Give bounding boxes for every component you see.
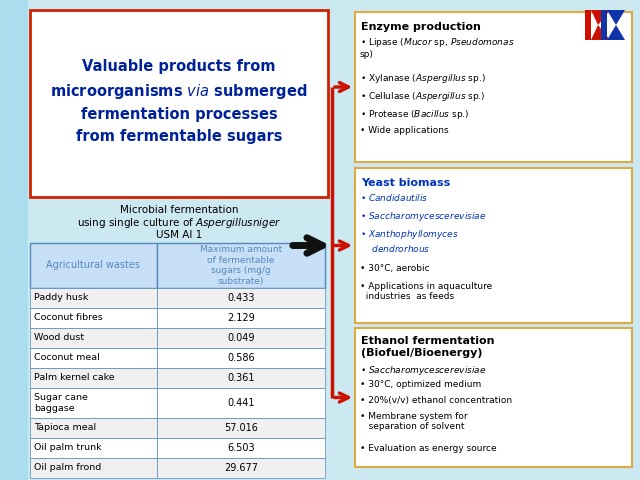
Text: • 30°C, optimized medium: • 30°C, optimized medium (360, 380, 481, 389)
Text: Tapioca meal: Tapioca meal (34, 423, 96, 432)
Text: Microbial fermentation: Microbial fermentation (120, 205, 238, 215)
Text: 6.503: 6.503 (227, 443, 255, 453)
Text: Agricultural wastes: Agricultural wastes (47, 261, 140, 271)
Bar (30, 458, 157, 478)
Bar (0, 0, 28, 480)
Text: • Xylanase ($\it{Aspergillus}$ sp.): • Xylanase ($\it{Aspergillus}$ sp.) (360, 72, 486, 85)
Polygon shape (591, 10, 610, 25)
Bar (355, 168, 632, 323)
Text: 0.441: 0.441 (227, 398, 255, 408)
Bar (157, 458, 325, 478)
Text: 0.361: 0.361 (227, 373, 255, 383)
Bar (30, 368, 157, 388)
Bar (157, 348, 325, 368)
Text: Ethanol fermentation
(Biofuel/Bioenergy): Ethanol fermentation (Biofuel/Bioenergy) (361, 336, 495, 359)
Polygon shape (607, 25, 625, 40)
Bar (30, 308, 157, 328)
Text: • $\it{Candida utilis}$: • $\it{Candida utilis}$ (360, 192, 428, 203)
Text: Valuable products from
microorganisms $\it{via}$ submerged
fermentation processe: Valuable products from microorganisms $\… (51, 59, 308, 144)
Text: • Membrane system for
   separation of solvent: • Membrane system for separation of solv… (360, 412, 468, 432)
Polygon shape (607, 10, 625, 25)
Text: • 20%(v/v) ethanol concentration: • 20%(v/v) ethanol concentration (360, 396, 512, 405)
Text: Oil palm frond: Oil palm frond (34, 464, 101, 472)
Text: Coconut meal: Coconut meal (34, 353, 100, 362)
Text: • Applications in aquaculture
  industries  as feeds: • Applications in aquaculture industries… (360, 282, 492, 301)
Bar (601, 10, 607, 40)
Text: Coconut fibres: Coconut fibres (34, 313, 103, 323)
Bar (30, 438, 157, 458)
Text: • Evaluation as energy source: • Evaluation as energy source (360, 444, 497, 453)
Bar (30, 10, 328, 197)
Bar (30, 388, 157, 418)
Text: Oil palm trunk: Oil palm trunk (34, 444, 102, 453)
Text: Maximum amount
of fermentable
sugars (mg/g
substrate): Maximum amount of fermentable sugars (mg… (200, 245, 282, 286)
Text: • Protease ($\it{Bacillus}$ sp.): • Protease ($\it{Bacillus}$ sp.) (360, 108, 469, 121)
Bar (157, 388, 325, 418)
Text: 2.129: 2.129 (227, 313, 255, 323)
Text: using single culture of $\it{Aspergillus niger}$: using single culture of $\it{Aspergillus… (77, 216, 282, 230)
Bar (355, 328, 632, 467)
Text: 0.433: 0.433 (227, 293, 255, 303)
Bar (30, 348, 157, 368)
Text: Yeast biomass: Yeast biomass (361, 178, 451, 188)
Text: 57.016: 57.016 (224, 423, 258, 433)
Text: Paddy husk: Paddy husk (34, 293, 88, 302)
Text: Sugar cane
baggase: Sugar cane baggase (34, 394, 88, 412)
Text: 0.586: 0.586 (227, 353, 255, 363)
Text: • Cellulase ($\it{Aspergillus}$ sp.): • Cellulase ($\it{Aspergillus}$ sp.) (360, 90, 486, 103)
Text: • $\it{Saccharomyces cerevisiae}$: • $\it{Saccharomyces cerevisiae}$ (360, 364, 486, 377)
Bar (355, 12, 632, 162)
Text: • 30°C, aerobic: • 30°C, aerobic (360, 264, 429, 273)
Bar (157, 308, 325, 328)
Text: Palm kernel cake: Palm kernel cake (34, 373, 115, 383)
Bar (157, 288, 325, 308)
Bar (30, 418, 157, 438)
Bar (585, 10, 591, 40)
Bar (157, 438, 325, 458)
Polygon shape (591, 25, 610, 40)
Bar (157, 418, 325, 438)
Bar (157, 368, 325, 388)
Text: • Lipase ($\it{Mucor}$ sp, $\it{Pseudomonas}$
sp): • Lipase ($\it{Mucor}$ sp, $\it{Pseudomo… (360, 36, 515, 60)
Text: Wood dust: Wood dust (34, 334, 84, 343)
Text: • $\it{Xanthophyllomyces}$
    $\it{dendrorhous}$: • $\it{Xanthophyllomyces}$ $\it{dendrorh… (360, 228, 459, 254)
Text: 29.677: 29.677 (224, 463, 258, 473)
Bar (157, 243, 325, 288)
Bar (157, 328, 325, 348)
Text: • $\it{Saccharomyces cerevisiae}$: • $\it{Saccharomyces cerevisiae}$ (360, 210, 486, 223)
Text: • Wide applications: • Wide applications (360, 126, 449, 135)
Text: USM AI 1: USM AI 1 (156, 230, 202, 240)
Bar (30, 328, 157, 348)
Bar (30, 243, 157, 288)
Bar (30, 288, 157, 308)
Text: 0.049: 0.049 (227, 333, 255, 343)
Text: Enzyme production: Enzyme production (361, 22, 481, 32)
